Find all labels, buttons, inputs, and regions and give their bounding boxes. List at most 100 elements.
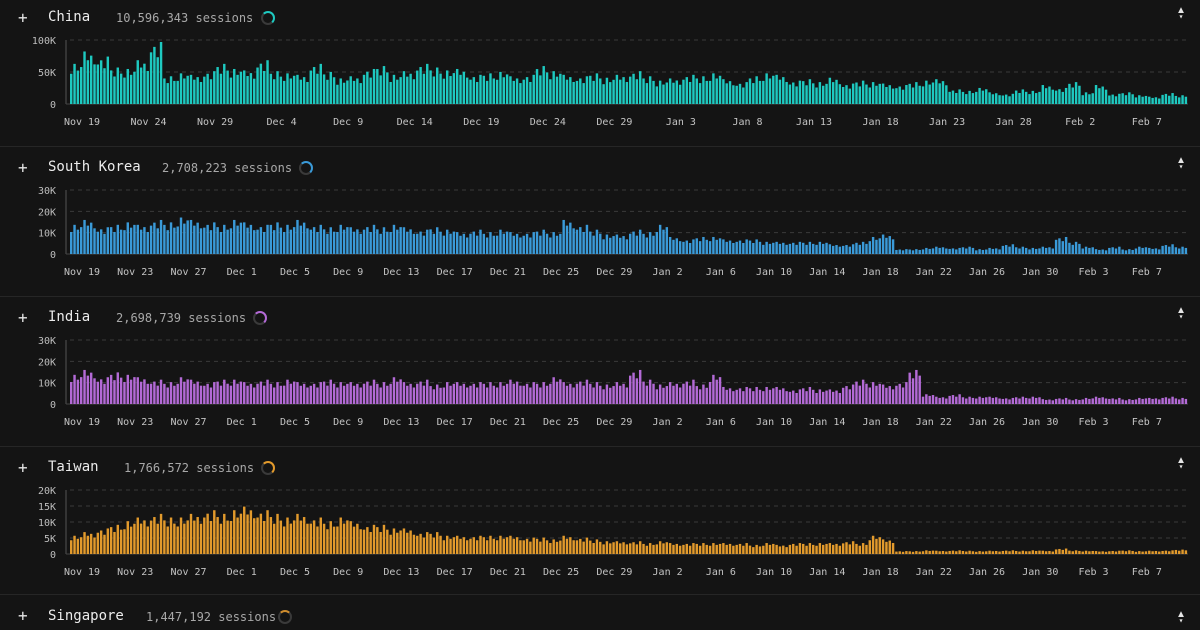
bar xyxy=(555,76,559,104)
bar xyxy=(905,382,908,404)
more-menu-icon[interactable]: ▴ ▾ xyxy=(1176,0,1186,21)
bar xyxy=(282,526,286,554)
bar xyxy=(559,379,562,404)
bar xyxy=(1161,94,1164,104)
bar xyxy=(911,87,915,104)
bar xyxy=(935,246,938,254)
session-count: 1,447,192 sessions xyxy=(146,610,277,624)
bar xyxy=(103,233,106,254)
expand-icon[interactable]: + xyxy=(18,8,28,27)
bar xyxy=(532,382,535,404)
more-menu-icon[interactable]: ▴ ▾ xyxy=(1176,450,1186,471)
bar xyxy=(1064,87,1068,104)
session-count: 10,596,343 sessions xyxy=(116,11,254,25)
bar xyxy=(312,227,316,254)
bar xyxy=(386,231,389,254)
y-tick-label: 0 xyxy=(50,100,56,111)
bar xyxy=(96,231,100,254)
bar xyxy=(808,386,812,404)
bar xyxy=(312,67,316,104)
expand-icon[interactable]: + xyxy=(18,308,28,327)
bar xyxy=(1094,85,1098,104)
bar xyxy=(1004,398,1008,404)
bar xyxy=(705,387,708,404)
bar xyxy=(705,80,708,104)
bar xyxy=(572,228,575,254)
bar xyxy=(246,76,249,104)
x-tick-label: Jan 30 xyxy=(1022,567,1058,578)
expand-icon[interactable]: + xyxy=(18,606,28,625)
bar xyxy=(133,377,136,404)
bar xyxy=(499,382,502,404)
x-tick-label: Nov 27 xyxy=(170,417,206,428)
bar xyxy=(765,543,768,554)
bar xyxy=(985,89,988,104)
more-menu-icon[interactable]: ▴ ▾ xyxy=(1176,300,1186,321)
bar xyxy=(1151,398,1154,404)
bar xyxy=(848,88,852,104)
bar xyxy=(123,77,126,104)
bar xyxy=(545,72,549,104)
bar xyxy=(79,377,83,404)
bar xyxy=(998,398,1001,404)
bar xyxy=(286,517,289,554)
bar xyxy=(116,224,120,254)
more-menu-icon[interactable]: ▴ ▾ xyxy=(1176,604,1186,625)
bar xyxy=(186,379,189,404)
bar xyxy=(429,229,432,254)
expand-icon[interactable]: + xyxy=(18,158,28,177)
bar xyxy=(499,71,502,104)
bar xyxy=(216,227,219,254)
bar xyxy=(193,225,196,254)
bar xyxy=(655,86,659,104)
bar xyxy=(329,71,332,104)
y-tick-label: 100K xyxy=(32,36,56,47)
bar xyxy=(386,385,389,404)
bar xyxy=(1138,551,1141,554)
bar xyxy=(815,244,818,254)
more-menu-icon[interactable]: ▴ ▾ xyxy=(1176,150,1186,171)
loading-spinner-icon xyxy=(253,311,268,325)
bar xyxy=(1144,551,1148,554)
bar xyxy=(745,239,748,254)
bar xyxy=(186,75,189,104)
bar xyxy=(648,379,652,404)
bar xyxy=(1121,249,1124,254)
bar xyxy=(1078,399,1081,404)
bar xyxy=(1178,97,1181,104)
bar xyxy=(455,68,459,104)
bar xyxy=(1184,247,1188,254)
bar xyxy=(738,388,742,404)
bar xyxy=(289,229,293,254)
x-tick-label: Dec 29 xyxy=(596,417,632,428)
bar xyxy=(752,83,755,104)
expand-icon[interactable]: + xyxy=(18,458,28,477)
bar xyxy=(349,227,352,254)
bar xyxy=(452,73,456,104)
bar xyxy=(412,534,416,554)
bar xyxy=(1111,550,1114,554)
bar xyxy=(1018,248,1021,254)
bar xyxy=(276,382,279,404)
bar xyxy=(163,78,166,104)
bar xyxy=(778,546,782,554)
bar xyxy=(838,84,842,104)
bar xyxy=(888,386,891,404)
bar xyxy=(369,77,372,104)
bar xyxy=(396,229,399,254)
bar xyxy=(429,533,432,554)
bar xyxy=(1051,551,1055,554)
bar xyxy=(715,379,718,404)
bar xyxy=(382,66,386,104)
bar xyxy=(226,520,229,554)
bar xyxy=(359,233,362,254)
x-tick-label: Jan 10 xyxy=(756,267,792,278)
x-tick-label: Dec 25 xyxy=(543,417,579,428)
bar xyxy=(861,241,865,254)
bar xyxy=(209,79,213,104)
bar xyxy=(635,378,639,404)
bar xyxy=(289,523,293,554)
bar xyxy=(831,82,835,104)
bar xyxy=(821,243,825,254)
bar xyxy=(1118,93,1121,104)
